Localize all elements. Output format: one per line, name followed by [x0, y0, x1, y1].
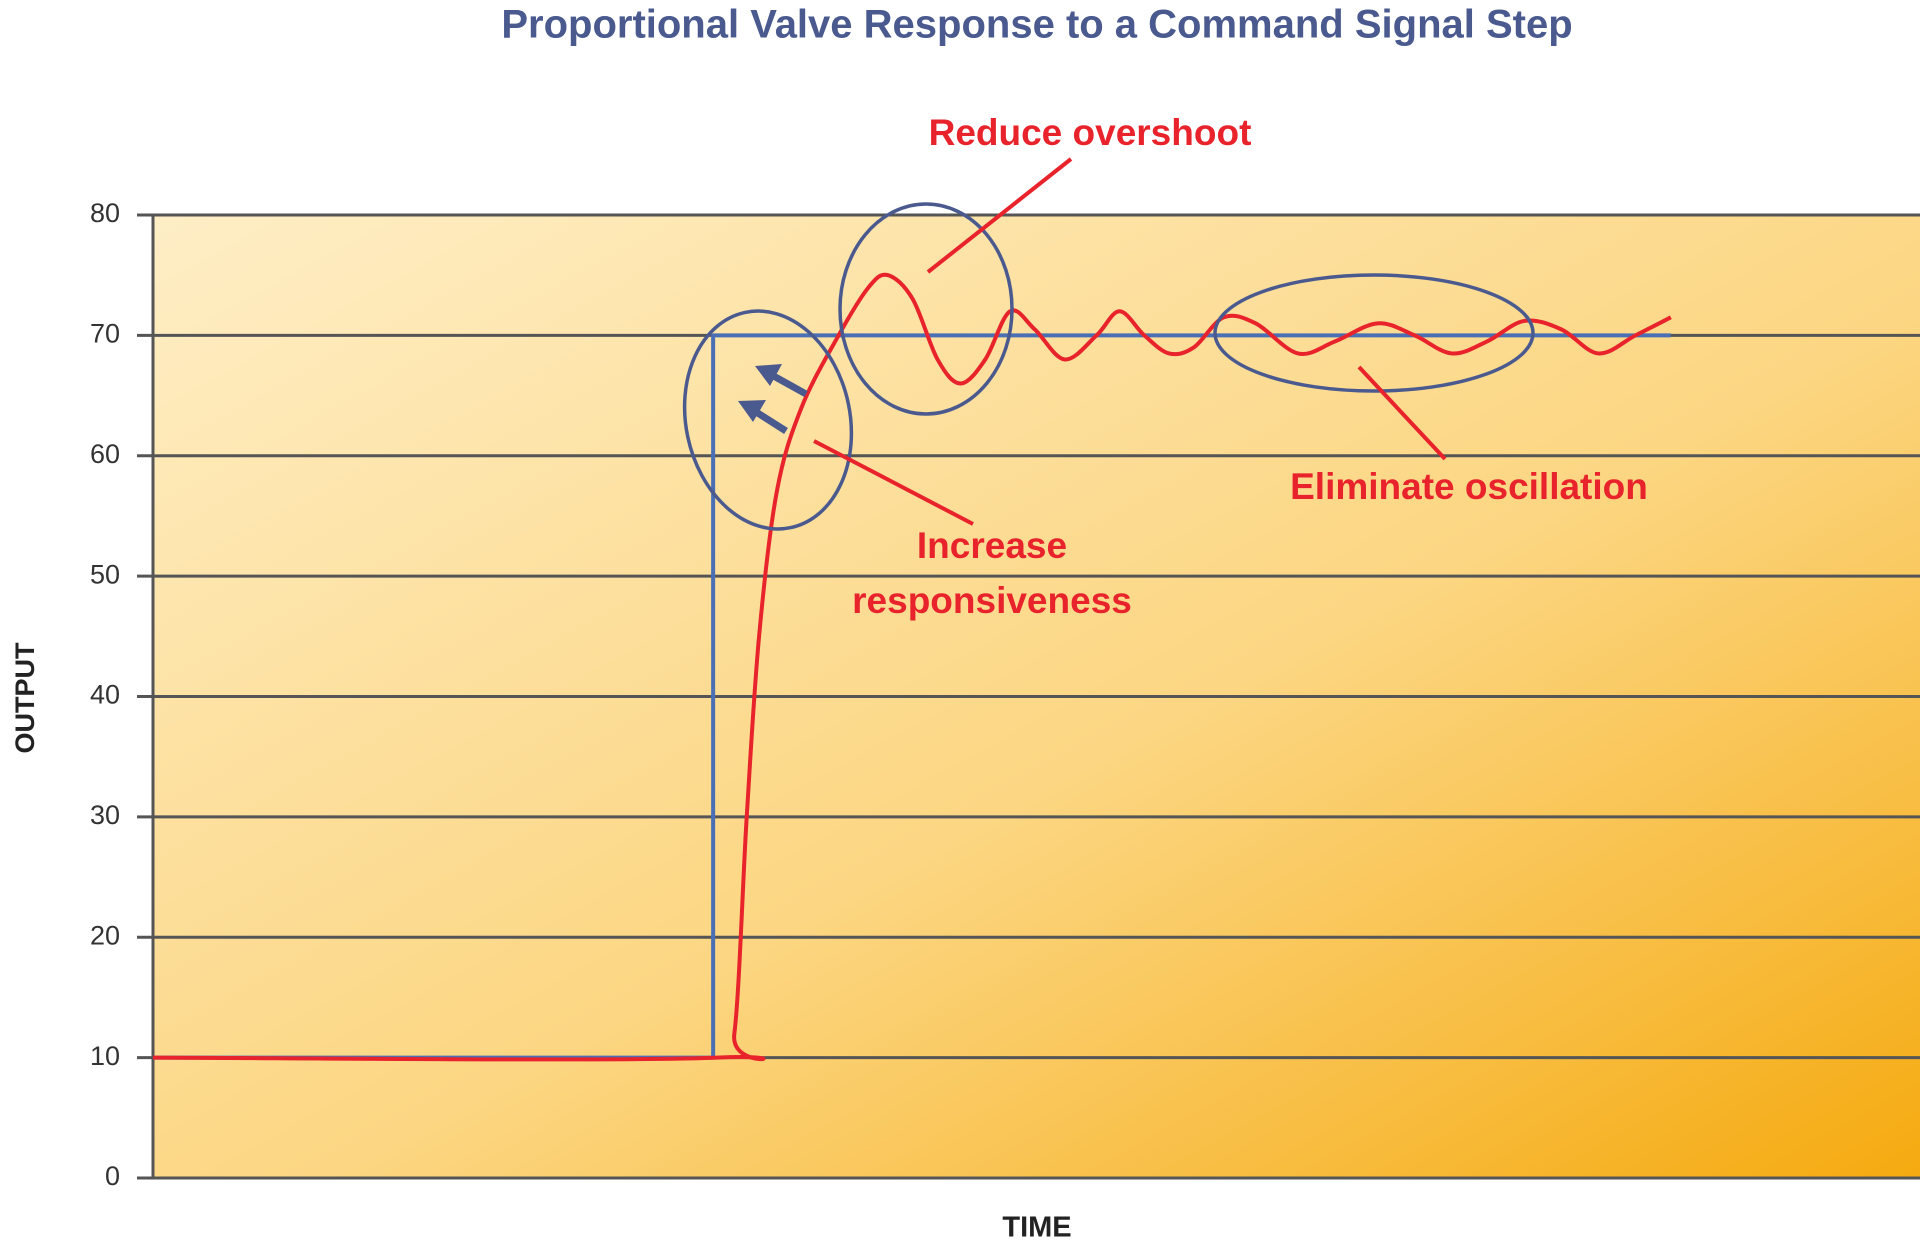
- y-tick-label: 10: [90, 1041, 120, 1071]
- highlight-ellipse: [838, 202, 1014, 416]
- annotation: Reduce overshoot: [928, 112, 1252, 153]
- arrow-shaft: [751, 407, 788, 434]
- series-line: [152, 272, 1672, 1062]
- pointer-line: [926, 157, 1073, 274]
- y-axis-label: OUTPUT: [10, 642, 40, 754]
- pointer-line: [1357, 365, 1447, 461]
- y-tick-label: 30: [90, 800, 120, 830]
- y-tick-label: 60: [90, 439, 120, 469]
- arrows: [738, 364, 808, 434]
- highlight-ellipse: [1213, 273, 1535, 393]
- highlight-ellipse: [682, 309, 854, 531]
- arrow-head: [738, 400, 766, 422]
- y-tick-label: 0: [105, 1161, 120, 1191]
- arrow-shaft: [768, 370, 808, 398]
- y-tick-label: 70: [90, 319, 120, 349]
- x-axis-label: TIME: [1002, 1212, 1071, 1244]
- y-tick-label: 20: [90, 920, 120, 950]
- chart-title: Proportional Valve Response to a Command…: [501, 3, 1572, 47]
- pointers: [813, 157, 1447, 526]
- arrow-head: [755, 364, 782, 386]
- annotation: Increase responsiveness: [852, 525, 1132, 621]
- highlights: [682, 202, 1535, 531]
- y-tick-label: 50: [90, 559, 120, 589]
- y-tick-label: 40: [90, 680, 120, 710]
- annotation: Eliminate oscillation: [1290, 466, 1648, 507]
- y-tick-label: 80: [90, 198, 120, 228]
- series: [152, 272, 1672, 1062]
- pointer-line: [813, 439, 974, 526]
